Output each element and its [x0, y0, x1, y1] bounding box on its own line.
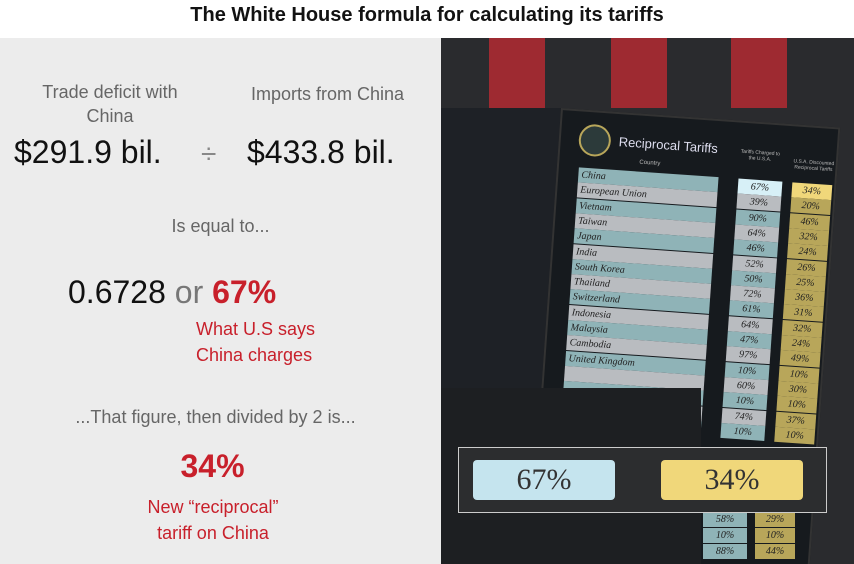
- tariff-row: 60% 30%: [563, 365, 819, 399]
- result-value: 34%: [180, 448, 245, 484]
- tariff-row: European Union 39% 20%: [576, 182, 832, 216]
- tariff-row: Switzerland 61% 31%: [569, 289, 824, 323]
- deficit-value: $291.9 bil.: [14, 134, 162, 170]
- row-reciprocal: 44%: [755, 544, 795, 559]
- row-reciprocal: 10%: [774, 426, 816, 445]
- board-title: Reciprocal Tariffs: [618, 134, 719, 157]
- tariff-row: Vietnam 90% 46%: [575, 197, 831, 231]
- tariff-row: China 67% 34%: [577, 167, 833, 201]
- tariff-row: Japan 46% 24%: [573, 228, 829, 262]
- row-charged: 58%: [703, 512, 747, 527]
- imports-label: Imports from China: [250, 84, 405, 104]
- or-text: or: [174, 274, 204, 310]
- row-charged: 88%: [703, 544, 747, 559]
- inset-charged: 67%: [473, 460, 615, 500]
- formula-panel: Trade deficit with China Imports from Ch…: [0, 38, 441, 564]
- col-country: Country: [639, 159, 661, 168]
- row-charged: 10%: [720, 422, 766, 441]
- deficit-label: Trade deficit with China: [42, 82, 178, 126]
- equal-text: Is equal to...: [171, 216, 270, 236]
- ratio-value: 0.6728: [68, 274, 166, 310]
- row-reciprocal: 29%: [755, 512, 795, 527]
- percent-value: 67%: [212, 274, 277, 310]
- tariff-row: Taiwan 64% 32%: [574, 213, 830, 246]
- zoom-inset: 67% 34%: [458, 447, 827, 513]
- page-title: The White House formula for calculating …: [190, 4, 664, 26]
- tariff-row: Thailand 72% 36%: [570, 274, 825, 307]
- row-reciprocal: 10%: [755, 528, 795, 543]
- col-charged: Tariffs Charged to the U.S.A.: [740, 148, 781, 163]
- tariff-row: Indonesia 64% 32%: [568, 304, 823, 338]
- press-photo: Reciprocal Tariffs Country Tariffs Charg…: [441, 38, 854, 564]
- col-reciprocal: U.S.A. Discounted Reciprocal Tariffs: [793, 158, 835, 174]
- row-charged: 10%: [703, 528, 747, 543]
- divided-text: ...That figure, then divided by 2 is...: [75, 407, 356, 427]
- tariff-row: South Korea 50% 25%: [571, 258, 826, 292]
- presidential-seal-icon: [577, 123, 612, 158]
- percent-caption: What U.S says China charges: [196, 319, 316, 365]
- tariff-row: United Kingdom 10% 10%: [565, 350, 820, 384]
- inset-reciprocal: 34%: [661, 460, 803, 500]
- result-caption: New “reciprocal” tariff on China: [147, 497, 279, 543]
- tariff-row: Cambodia 97% 49%: [566, 335, 821, 368]
- divide-symbol: ÷: [201, 138, 217, 169]
- imports-value: $433.8 bil.: [247, 134, 395, 170]
- tariff-row: Malaysia 47% 24%: [567, 320, 822, 353]
- tariff-row: India 52% 26%: [572, 243, 827, 277]
